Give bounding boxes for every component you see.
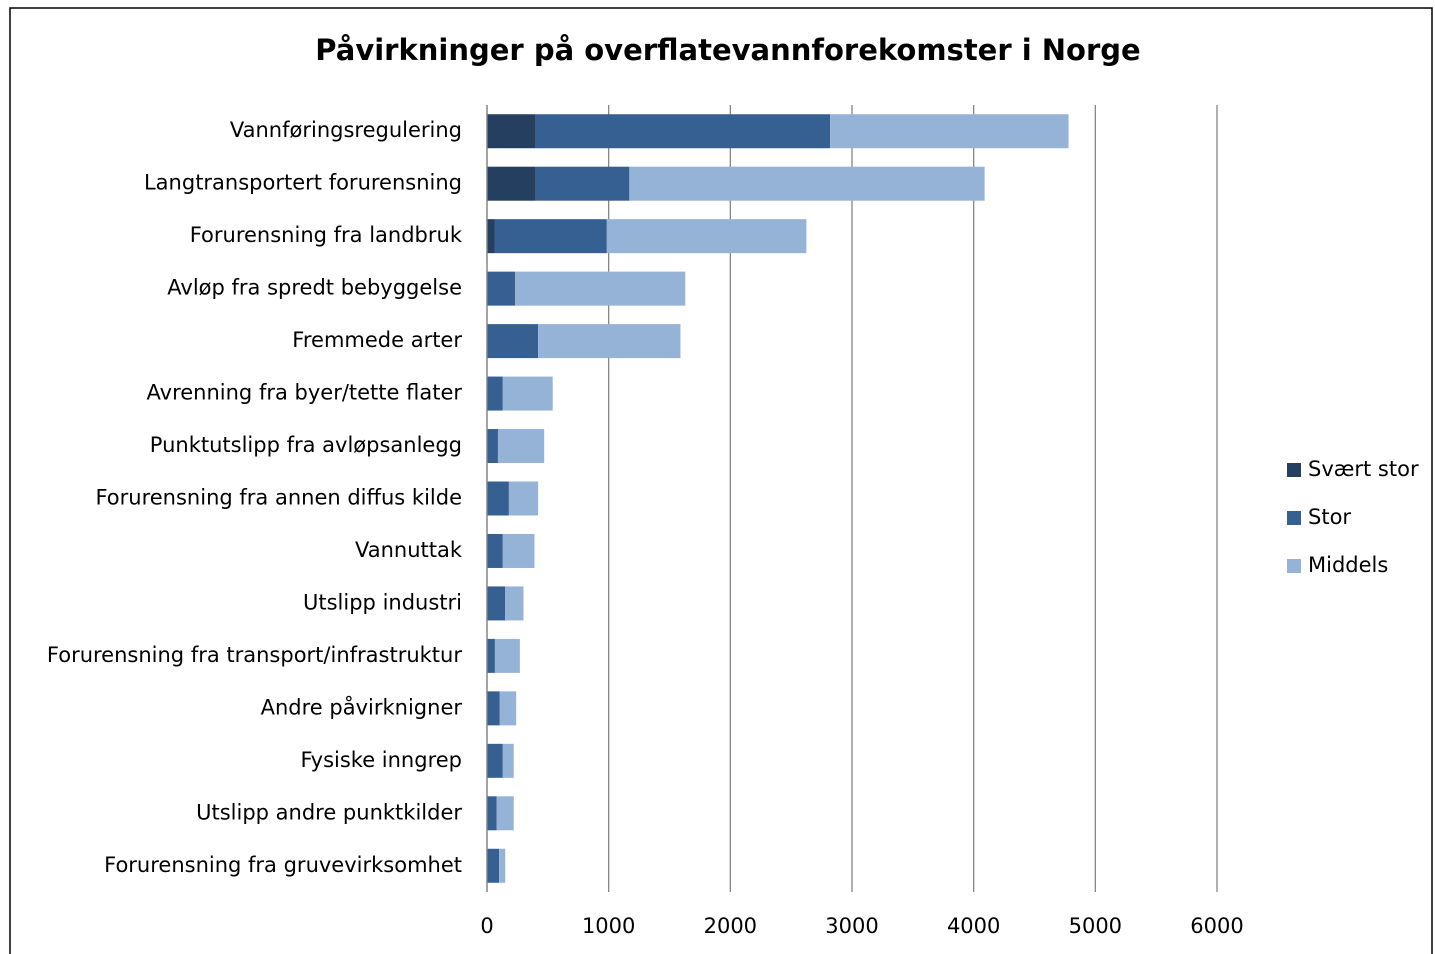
- bar-segment: [514, 271, 686, 306]
- bar-segment: [487, 376, 503, 411]
- bar-segment: [487, 743, 503, 778]
- bar-segment: [487, 166, 536, 201]
- x-tick-label: 1000: [582, 914, 635, 938]
- y-tick-label: Langtransportert forurensning: [144, 171, 462, 195]
- bar-segment: [487, 481, 509, 516]
- bar-segment: [502, 743, 514, 778]
- legend-label: Middels: [1308, 553, 1388, 577]
- bar-segment: [487, 271, 515, 306]
- chart-title: Påvirkninger på overflatevannforekomster…: [315, 33, 1140, 67]
- bar-segment: [496, 796, 514, 831]
- bar-segment: [629, 166, 985, 201]
- x-tick-label: 0: [480, 914, 493, 938]
- bar-segment: [487, 848, 500, 883]
- bar-segment: [505, 586, 524, 621]
- y-tick-label: Forurensning fra gruvevirksomhet: [104, 853, 462, 877]
- bar-segment: [499, 848, 506, 883]
- x-tick-label: 2000: [704, 914, 757, 938]
- bar-segment: [487, 114, 536, 149]
- x-tick-label: 6000: [1190, 914, 1243, 938]
- legend-swatch: [1287, 463, 1301, 477]
- bar-segment: [535, 166, 630, 201]
- bar-segment: [502, 533, 535, 568]
- legend-swatch: [1287, 559, 1301, 573]
- bar-segment: [499, 691, 517, 726]
- bar-segment: [508, 481, 539, 516]
- y-tick-label: Vannuttak: [355, 538, 463, 562]
- legend-swatch: [1287, 511, 1301, 525]
- x-tick-label: 4000: [947, 914, 1000, 938]
- y-tick-label: Fysiske inngrep: [300, 748, 462, 772]
- y-tick-label: Vannføringsregulering: [230, 118, 462, 142]
- bar-segment: [487, 219, 495, 254]
- chart-border: [9, 7, 1433, 954]
- bar-segment: [502, 376, 553, 411]
- bar-segment: [538, 324, 681, 359]
- bar-segment: [830, 114, 1069, 149]
- bar-segment: [487, 638, 495, 673]
- bar-segment: [487, 586, 506, 621]
- bar-segment: [487, 796, 497, 831]
- bar-segment: [487, 691, 500, 726]
- bar-segment: [487, 533, 503, 568]
- x-tick-label: 3000: [825, 914, 878, 938]
- bar-segment: [487, 429, 498, 464]
- y-tick-label: Andre påvirknigner: [261, 694, 463, 719]
- bar-segment: [487, 324, 539, 359]
- bar-segment: [494, 638, 520, 673]
- y-tick-label: Forurensning fra transport/infrastruktur: [47, 643, 462, 667]
- y-tick-label: Fremmede arter: [292, 328, 462, 352]
- y-tick-label: Avløp fra spredt bebyggelse: [167, 276, 462, 300]
- bar-segment: [497, 429, 545, 464]
- bar-segment: [535, 114, 831, 149]
- bar-segment: [494, 219, 607, 254]
- x-tick-label: 5000: [1069, 914, 1122, 938]
- y-tick-label: Avrenning fra byer/tette flater: [147, 381, 463, 405]
- y-tick-label: Forurensning fra annen diffus kilde: [95, 486, 462, 510]
- legend-label: Svært stor: [1308, 457, 1419, 481]
- y-tick-label: Punktutslipp fra avløpsanlegg: [150, 433, 462, 457]
- y-tick-label: Utslipp andre punktkilder: [196, 800, 462, 824]
- legend-label: Stor: [1308, 505, 1351, 529]
- y-tick-label: Forurensning fra landbruk: [190, 223, 463, 247]
- y-tick-label: Utslipp industri: [303, 590, 462, 614]
- bar-segment: [606, 219, 807, 254]
